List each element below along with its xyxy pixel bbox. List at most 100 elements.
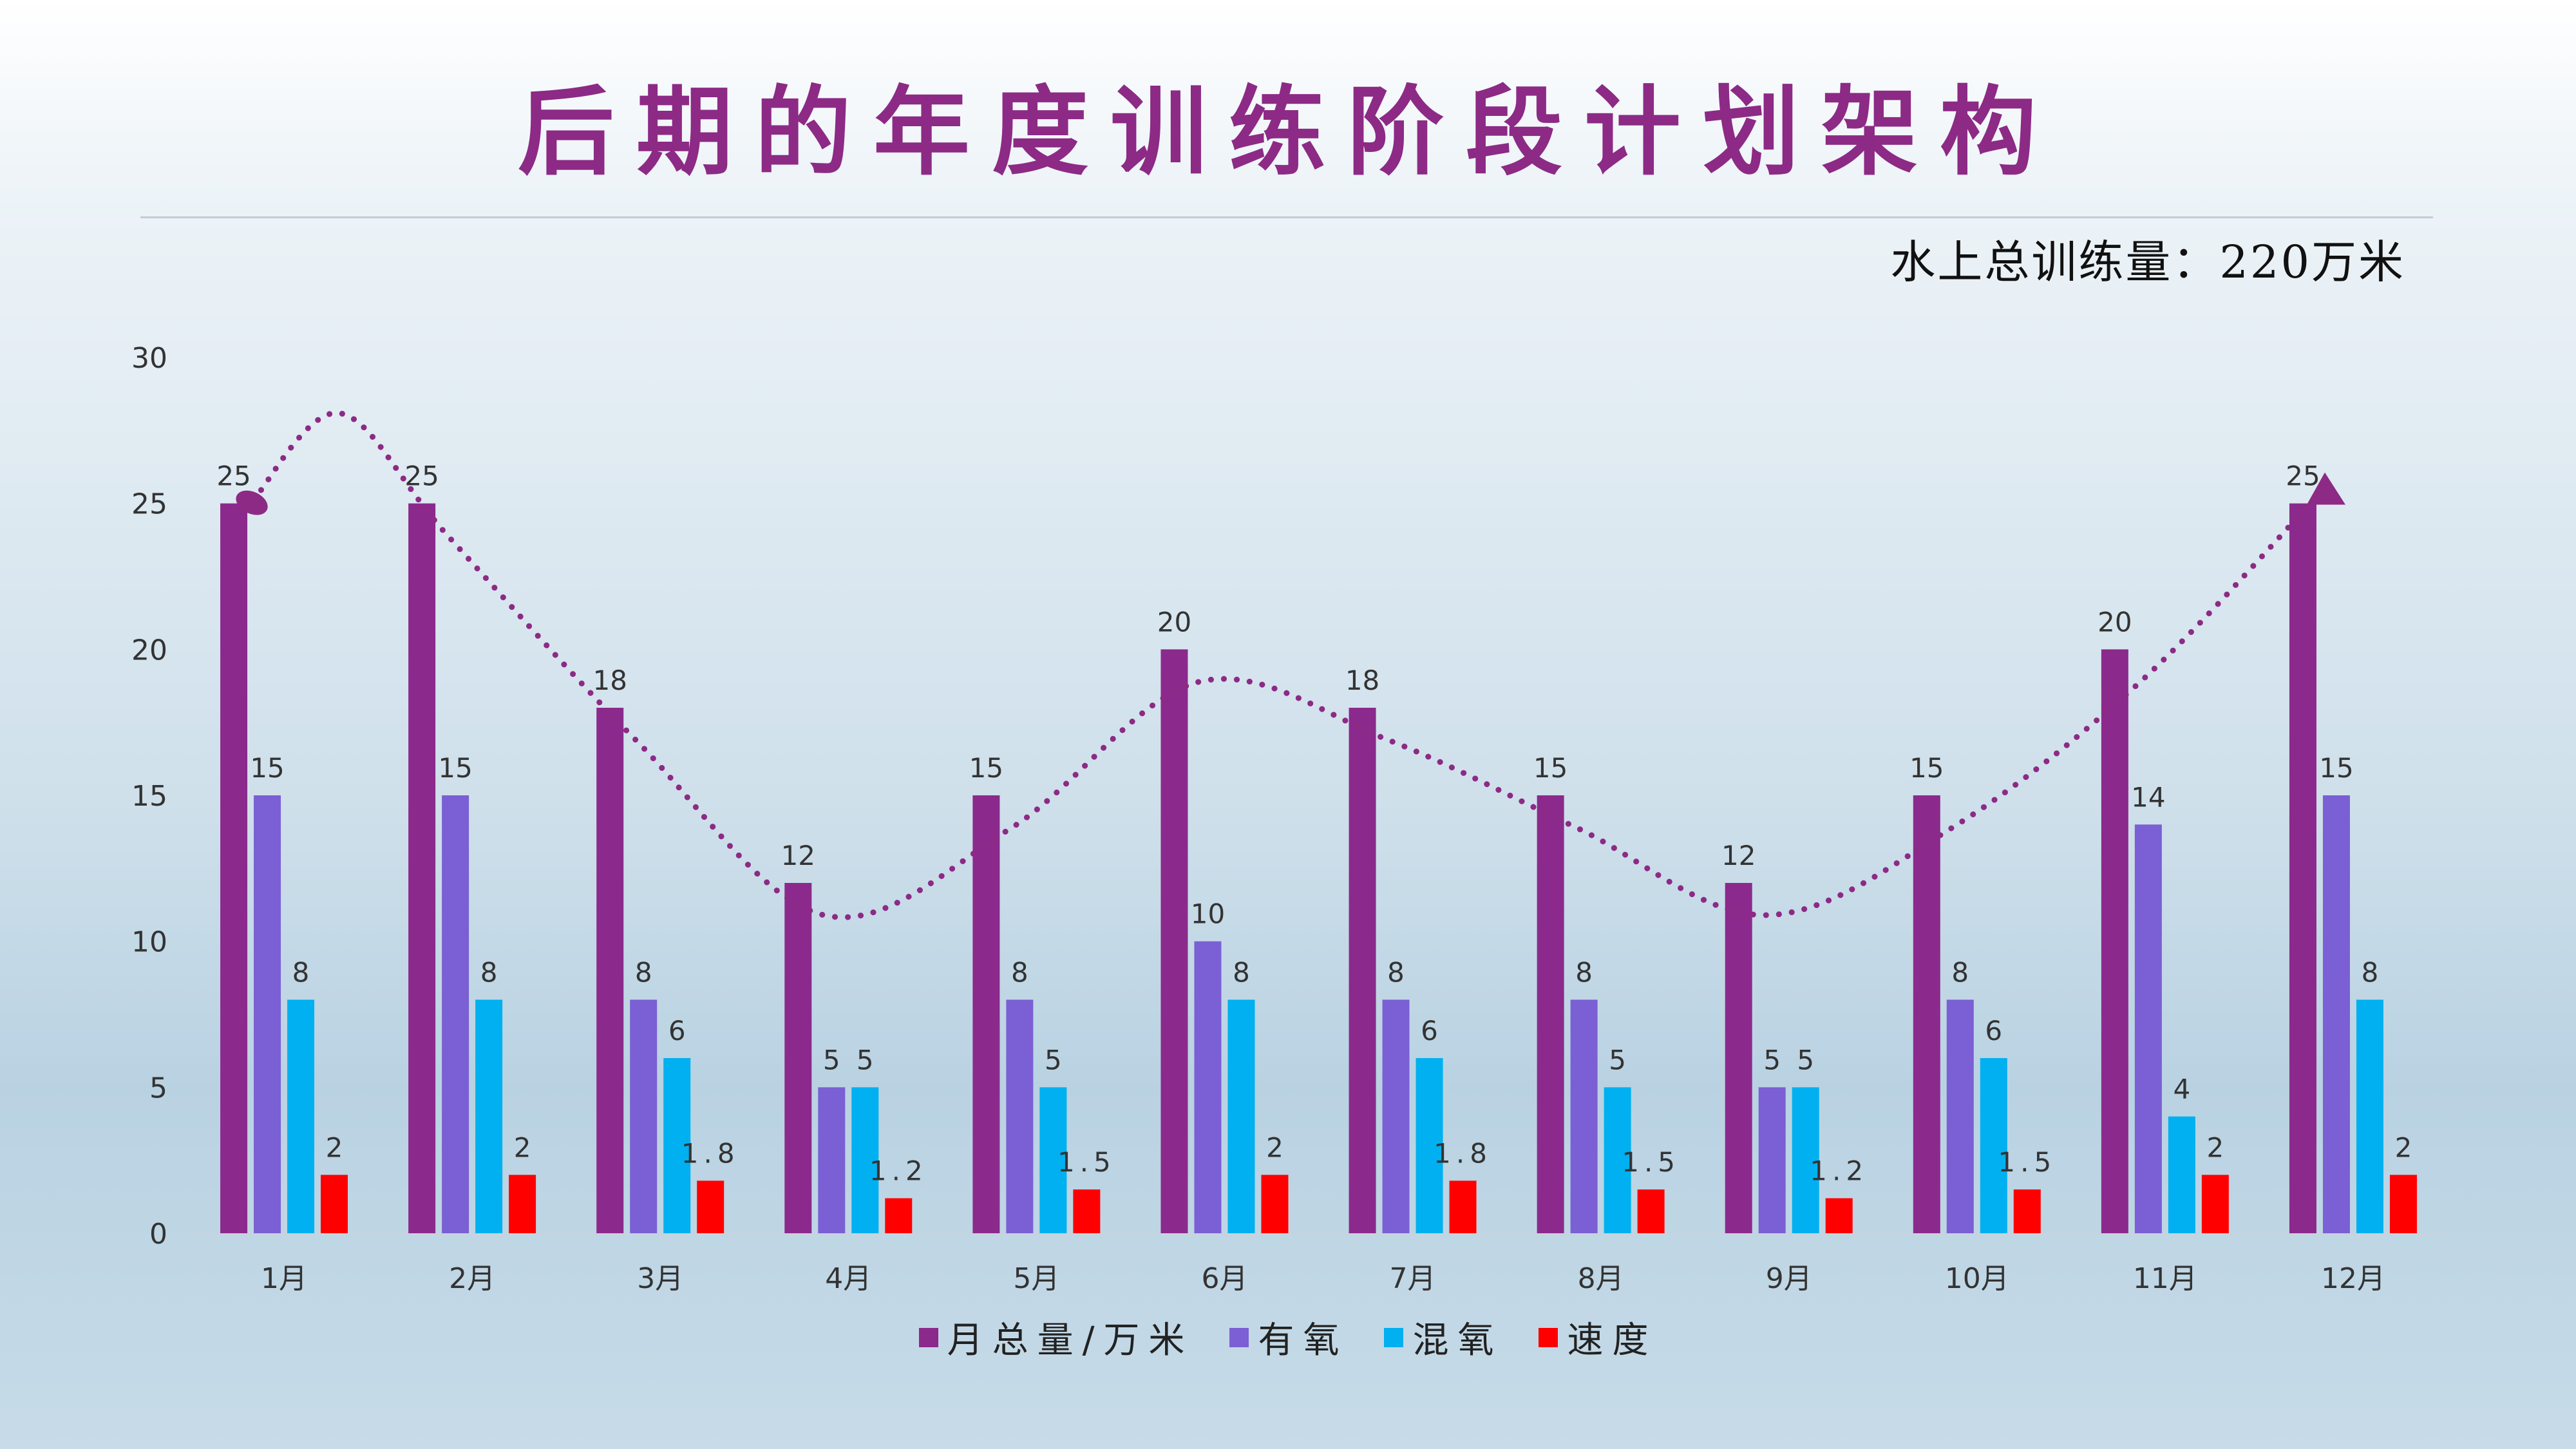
data-label-mixed: 5 (1045, 1044, 1062, 1075)
bar-total (1537, 795, 1564, 1233)
data-label-total: 15 (969, 752, 1003, 784)
bar-speed (1073, 1189, 1101, 1233)
legend: 月总量/万米 有氧 混氧 速度 (0, 1311, 2576, 1363)
bar-total (2101, 649, 2128, 1233)
data-label-total: 25 (2286, 460, 2320, 492)
bar-speed (1825, 1198, 1853, 1233)
data-label-speed: 2 (514, 1132, 531, 1163)
y-tick-label: 10 (131, 926, 167, 959)
bar-aerobic (1382, 999, 1410, 1233)
data-label-mixed: 8 (480, 956, 498, 988)
trend-end-arrow (2306, 472, 2345, 505)
trend-start-oval (236, 490, 268, 515)
bar-mixed (2168, 1116, 2195, 1233)
data-label-total: 20 (1157, 606, 1191, 638)
data-label-speed: 2 (2395, 1132, 2412, 1163)
bar-speed (2389, 1175, 2417, 1233)
title-divider (140, 216, 2433, 218)
bar-total (2289, 503, 2316, 1233)
data-label-speed: 1.2 (1810, 1155, 1868, 1187)
x-tick-label: 11月 (2133, 1262, 2197, 1295)
y-tick-label: 0 (149, 1218, 167, 1251)
bar-aerobic (1570, 999, 1598, 1233)
data-label-aerobic: 14 (2131, 781, 2165, 813)
legend-item-aerobic: 有氧 (1229, 1311, 1348, 1363)
bars (220, 503, 2417, 1233)
bar-aerobic (818, 1087, 846, 1233)
legend-swatch-total (918, 1327, 938, 1347)
data-label-mixed: 4 (2174, 1074, 2191, 1105)
chart-title: 后期的年度训练阶段计划架构 (517, 75, 2058, 189)
bar-total (408, 503, 436, 1233)
bar-mixed (1227, 999, 1255, 1233)
bar-aerobic (1758, 1087, 1786, 1233)
x-tick-label: 2月 (449, 1262, 495, 1295)
bar-mixed (287, 999, 315, 1233)
data-label-speed: 1.8 (681, 1137, 740, 1169)
bar-mixed (475, 999, 503, 1233)
bar-aerobic (630, 999, 658, 1233)
data-label-speed: 2 (1266, 1132, 1283, 1163)
x-tick-label: 8月 (1578, 1262, 1624, 1295)
bar-aerobic (2134, 824, 2162, 1233)
x-tick-label: 1月 (261, 1262, 307, 1295)
data-label-mixed: 6 (1985, 1015, 2002, 1046)
legend-label-total: 月总量/万米 (947, 1320, 1194, 1361)
legend-label-speed: 速度 (1567, 1320, 1658, 1361)
bar-mixed (1980, 1058, 2007, 1233)
data-label-aerobic: 8 (635, 956, 652, 988)
x-tick-label: 4月 (825, 1262, 871, 1295)
total-volume-note: 水上总训练量：220万米 (1890, 236, 2405, 289)
y-tick-label: 5 (149, 1072, 167, 1104)
legend-item-mixed: 混氧 (1384, 1311, 1502, 1363)
data-label-aerobic: 15 (2319, 752, 2353, 784)
bar-total (1349, 708, 1376, 1233)
y-tick-label: 30 (131, 342, 167, 375)
bar-aerobic (254, 795, 281, 1233)
data-label-aerobic: 8 (1575, 956, 1593, 988)
data-label-mixed: 8 (1233, 956, 1250, 988)
data-label-speed: 1.2 (869, 1155, 928, 1187)
y-axis: 0 5 10 15 20 25 30 (131, 342, 167, 1251)
legend-label-mixed: 混氧 (1412, 1320, 1503, 1361)
x-tick-label: 9月 (1766, 1262, 1812, 1295)
bar-mixed (1039, 1087, 1067, 1233)
bar-total (972, 795, 1000, 1233)
legend-swatch-aerobic (1229, 1327, 1249, 1347)
bar-mixed (851, 1087, 879, 1233)
data-label-speed: 1.5 (1057, 1146, 1116, 1178)
bar-speed (321, 1175, 348, 1233)
bar-speed (697, 1180, 724, 1233)
data-label-mixed: 8 (2362, 956, 2379, 988)
bar-aerobic (442, 795, 469, 1233)
data-label-mixed: 6 (668, 1015, 686, 1046)
x-tick-label: 12月 (2321, 1262, 2385, 1295)
data-label-total: 25 (216, 460, 251, 492)
data-label-mixed: 8 (292, 956, 310, 988)
data-label-speed: 2 (326, 1132, 343, 1163)
x-tick-label: 6月 (1201, 1262, 1247, 1295)
data-label-aerobic: 15 (250, 752, 284, 784)
data-label-speed: 1.5 (1622, 1146, 1680, 1178)
bar-mixed (1416, 1058, 1443, 1233)
bar-total (1725, 883, 1752, 1233)
legend-label-aerobic: 有氧 (1258, 1320, 1349, 1361)
bar-speed (2201, 1175, 2229, 1233)
data-label-mixed: 5 (1609, 1044, 1626, 1075)
legend-swatch-speed (1539, 1327, 1558, 1347)
bar-speed (1637, 1189, 1665, 1233)
data-label-mixed: 5 (1797, 1044, 1814, 1075)
bar-mixed (663, 1058, 691, 1233)
legend-item-speed: 速度 (1539, 1311, 1657, 1363)
data-label-speed: 1.5 (1998, 1146, 2056, 1178)
data-label-aerobic: 8 (1011, 956, 1028, 988)
bar-speed (1261, 1175, 1289, 1233)
bar-aerobic (1946, 999, 1974, 1233)
legend-swatch-mixed (1384, 1327, 1404, 1347)
bar-total (784, 883, 812, 1233)
x-tick-label: 10月 (1945, 1262, 2009, 1295)
data-label-total: 12 (781, 840, 815, 871)
data-label-total: 18 (1345, 665, 1379, 696)
